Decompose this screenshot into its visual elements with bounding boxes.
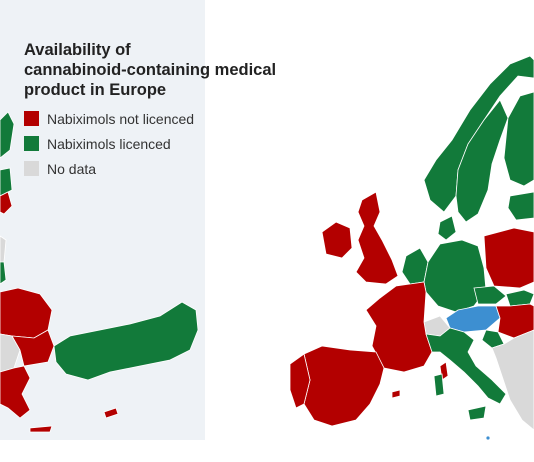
legend-title-line-2: cannabinoid-containing medical (24, 61, 277, 79)
region-balearic (391, 389, 401, 399)
region-poland (483, 227, 534, 289)
region-inset-greece (0, 365, 31, 419)
swatch-no-data (24, 161, 39, 176)
region-inset-crete (29, 425, 53, 433)
region-slovakia (505, 289, 534, 307)
region-malta (485, 435, 491, 441)
region-sweden (455, 99, 509, 223)
region-inset-turkey (53, 301, 199, 381)
region-hungary (495, 303, 534, 339)
region-united-kingdom (355, 191, 399, 285)
region-benelux (401, 247, 429, 285)
region-germany (423, 239, 487, 313)
legend-title-line-3: product in Europe (24, 81, 167, 99)
swatch-licenced (24, 136, 39, 151)
legend-item-no-data: No data (24, 156, 294, 181)
region-balkans (491, 329, 534, 431)
region-ireland (321, 221, 353, 259)
legend-label-not-licenced: Nabiximols not licenced (47, 110, 195, 127)
region-portugal (289, 353, 311, 409)
legend-item-not-licenced: Nabiximols not licenced (24, 106, 294, 131)
legend-label-no-data: No data (47, 160, 97, 177)
legend-title-line-1: Availability of (24, 41, 131, 59)
region-baltics (507, 191, 534, 221)
legend-title: Availability of cannabinoid-containing m… (24, 40, 294, 100)
region-sardinia (433, 373, 445, 397)
legend-label-licenced: Nabiximols licenced (47, 135, 171, 152)
region-inset-north-green-2 (0, 167, 13, 197)
region-italy (425, 327, 507, 405)
swatch-not-licenced (24, 111, 39, 126)
region-inset-bulgaria (11, 329, 55, 367)
region-inset-north-green (0, 111, 15, 159)
region-inset-red-small (0, 191, 13, 215)
region-denmark (437, 215, 457, 241)
region-spain (303, 345, 385, 427)
legend-item-licenced: Nabiximols licenced (24, 131, 294, 156)
region-inset-serbia (0, 333, 21, 373)
map-legend: Availability of cannabinoid-containing m… (24, 40, 294, 181)
region-finland (503, 91, 534, 187)
region-inset-island (103, 407, 119, 419)
region-sicily (467, 405, 487, 421)
region-czechia (473, 285, 507, 305)
region-inset-green-mid (0, 261, 7, 285)
